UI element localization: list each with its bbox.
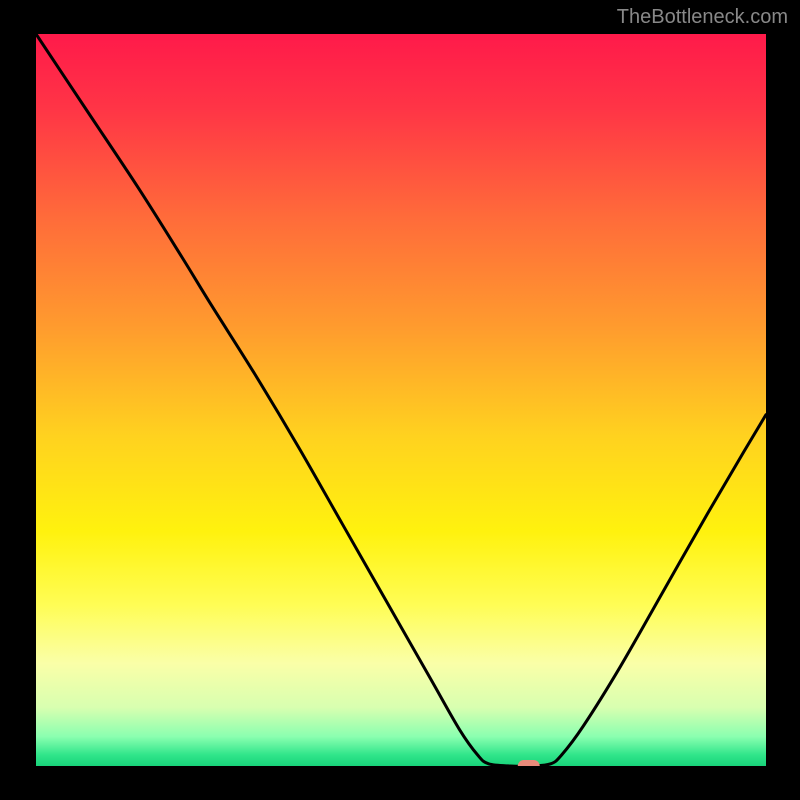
chart-frame: TheBottleneck.com (0, 0, 800, 800)
plot-frame-mask (0, 766, 800, 800)
plot-frame-mask (0, 34, 36, 766)
plot-background (36, 34, 766, 766)
plot-frame-mask (766, 34, 800, 766)
attribution-text: TheBottleneck.com (617, 6, 788, 29)
bottleneck-curve-chart (0, 0, 800, 800)
